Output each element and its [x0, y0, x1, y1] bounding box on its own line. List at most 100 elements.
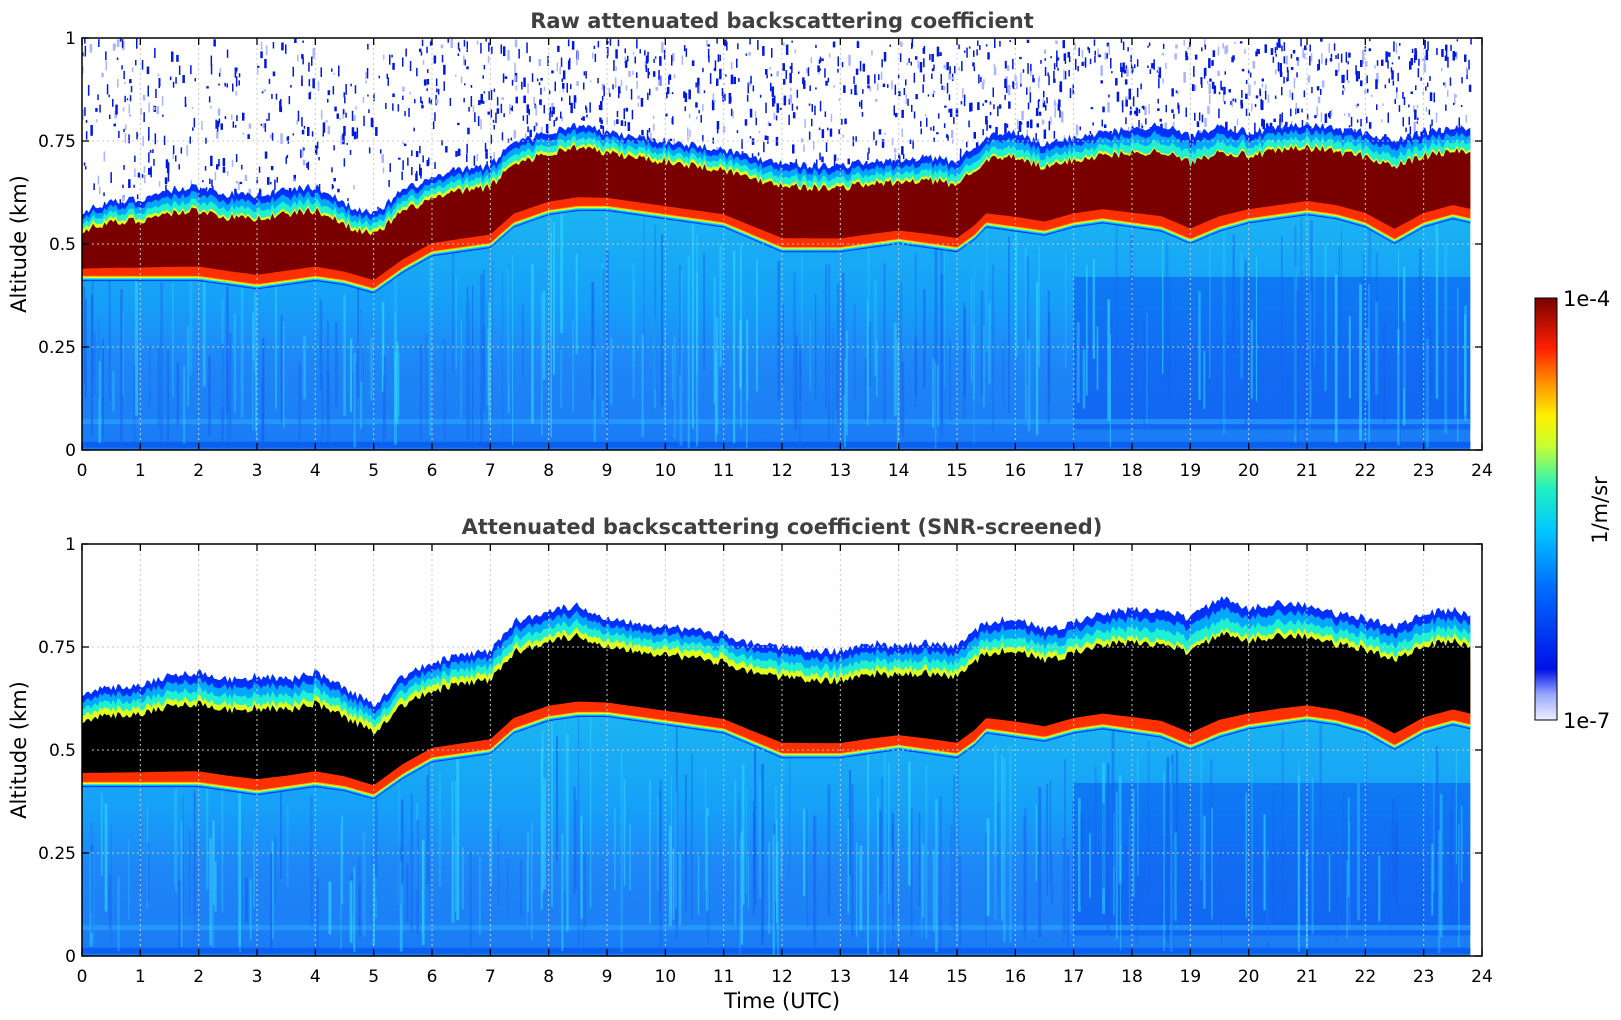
- noise-speck: [1259, 88, 1261, 95]
- noise-speck: [1426, 82, 1429, 87]
- aerosol-streak: [253, 291, 257, 375]
- noise-speck: [232, 121, 235, 128]
- aerosol-streak: [383, 355, 386, 439]
- noise-speck: [432, 121, 435, 130]
- noise-speck: [501, 132, 504, 141]
- noise-speck: [964, 50, 966, 53]
- noise-speck: [84, 38, 86, 44]
- noise-speck: [724, 39, 727, 47]
- aerosol-streak: [394, 312, 397, 419]
- noise-speck: [687, 127, 689, 137]
- noise-speck: [244, 174, 248, 181]
- noise-speck: [1255, 95, 1259, 99]
- noise-speck: [1371, 94, 1373, 97]
- noise-speck: [1250, 109, 1253, 112]
- noise-speck: [420, 96, 422, 103]
- noise-speck: [600, 101, 603, 111]
- noise-speck: [263, 89, 266, 92]
- noise-speck: [527, 126, 529, 133]
- aerosol-streak: [508, 265, 510, 386]
- aerosol-streak: [746, 320, 749, 401]
- noise-speck: [301, 75, 303, 86]
- noise-speck: [445, 146, 448, 153]
- aerosol-streak: [1348, 821, 1351, 930]
- noise-speck: [685, 48, 688, 57]
- noise-speck: [767, 121, 770, 125]
- noise-speck: [560, 57, 563, 67]
- noise-speck: [1413, 121, 1416, 133]
- noise-speck: [989, 112, 992, 116]
- noise-speck: [1286, 67, 1289, 73]
- aerosol-streak: [899, 283, 903, 432]
- aerosol-streak: [629, 824, 631, 891]
- noise-speck: [1050, 116, 1052, 125]
- noise-speck: [1425, 106, 1428, 112]
- noise-speck: [443, 81, 445, 91]
- aerosol-streak: [1222, 229, 1226, 434]
- noise-speck: [356, 127, 359, 139]
- noise-speck: [773, 112, 776, 120]
- noise-speck: [440, 44, 444, 49]
- noise-speck: [855, 136, 857, 142]
- noise-speck: [949, 66, 951, 74]
- noise-speck: [531, 73, 534, 82]
- noise-speck: [874, 74, 876, 84]
- aerosol-streak: [174, 784, 178, 893]
- aerosol-streak: [1266, 860, 1269, 951]
- aerosol-streak: [1035, 804, 1037, 882]
- noise-speck: [1424, 55, 1426, 65]
- noise-speck: [1108, 94, 1110, 98]
- x-tick-label: 15: [946, 461, 968, 481]
- aerosol-streak: [1171, 754, 1174, 949]
- noise-speck: [1261, 83, 1264, 88]
- noise-speck: [976, 49, 978, 56]
- colorbar: 1e-4 1e-7 1/m/sr: [1534, 287, 1612, 733]
- noise-speck: [669, 138, 673, 141]
- noise-speck: [1318, 59, 1320, 70]
- noise-speck: [458, 48, 461, 52]
- noise-speck: [711, 99, 715, 111]
- noise-speck: [426, 79, 430, 85]
- noise-speck: [1395, 42, 1398, 54]
- noise-speck: [535, 122, 538, 126]
- noise-speck: [632, 52, 635, 55]
- noise-speck: [903, 88, 906, 96]
- noise-speck: [891, 80, 893, 87]
- noise-speck: [1464, 54, 1467, 62]
- aerosol-streak: [1174, 832, 1177, 921]
- noise-speck: [1104, 52, 1107, 60]
- noise-speck: [549, 112, 551, 121]
- aerosol-streak: [997, 801, 1000, 895]
- noise-speck: [281, 42, 284, 51]
- noise-speck: [416, 67, 418, 77]
- noise-speck: [290, 85, 292, 88]
- noise-speck: [1445, 48, 1448, 59]
- aerosol-streak: [383, 374, 385, 447]
- noise-speck: [1053, 70, 1055, 80]
- noise-speck: [153, 158, 155, 166]
- noise-speck: [1350, 116, 1353, 127]
- noise-speck: [540, 99, 542, 106]
- noise-speck: [386, 73, 388, 79]
- aerosol-streak: [1027, 340, 1031, 432]
- raw-ylabel: Altitude (km): [7, 175, 31, 313]
- x-tick-label: 22: [1355, 461, 1377, 481]
- noise-speck: [891, 84, 893, 90]
- aerosol-streak: [466, 286, 469, 443]
- aerosol-streak: [1433, 766, 1435, 893]
- aerosol-streak: [90, 822, 93, 915]
- aerosol-streak: [483, 269, 485, 380]
- aerosol-streak: [1309, 291, 1312, 418]
- noise-speck: [1045, 105, 1047, 111]
- noise-speck: [268, 112, 270, 121]
- noise-speck: [1153, 59, 1155, 70]
- noise-speck: [741, 139, 743, 149]
- noise-speck: [350, 83, 352, 87]
- noise-speck: [178, 164, 180, 170]
- aerosol-streak: [316, 878, 319, 950]
- noise-speck: [148, 102, 150, 113]
- aerosol-streak: [678, 851, 682, 926]
- noise-speck: [1063, 69, 1065, 81]
- noise-speck: [1081, 61, 1084, 66]
- noise-speck: [725, 74, 727, 77]
